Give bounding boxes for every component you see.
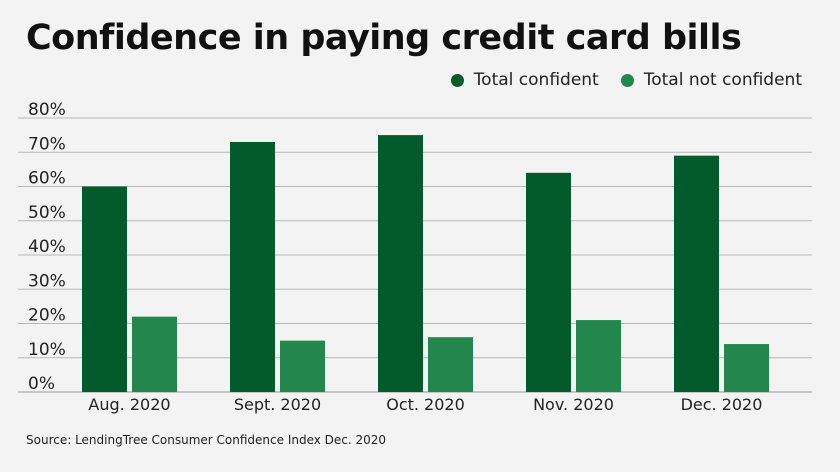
y-tick-label: 60% — [28, 169, 66, 189]
bar-not-confident — [576, 320, 621, 392]
y-tick-label: 0% — [28, 374, 55, 394]
legend-label-not-confident: Total not confident — [643, 70, 802, 90]
y-tick-label: 10% — [28, 340, 66, 360]
y-tick-label: 20% — [28, 306, 66, 326]
x-tick-label: Dec. 2020 — [681, 395, 763, 414]
bar-confident — [230, 141, 275, 392]
y-tick-label: 50% — [28, 203, 66, 223]
bar-confident — [526, 172, 571, 392]
x-tick-label: Nov. 2020 — [533, 395, 614, 414]
bar-confident — [378, 135, 423, 392]
legend-swatch-not-confident — [620, 73, 634, 87]
source-note: Source: LendingTree Consumer Confidence … — [26, 433, 387, 447]
legend-item-not-confident: Total not confident — [620, 70, 802, 90]
y-tick-label: 30% — [28, 271, 66, 291]
bar-not-confident — [428, 337, 473, 392]
chart-title: Confidence in paying credit card bills — [26, 18, 742, 58]
y-tick-label: 80% — [28, 100, 66, 120]
bar-not-confident — [724, 344, 769, 392]
legend-item-confident: Total confident — [450, 70, 599, 90]
bar-confident — [674, 155, 719, 392]
y-tick-label: 70% — [28, 134, 66, 154]
x-tick-label: Oct. 2020 — [386, 395, 465, 414]
legend-label-confident: Total confident — [473, 70, 599, 90]
y-tick-label: 40% — [28, 237, 66, 257]
x-tick-label: Aug. 2020 — [88, 395, 170, 414]
legend-swatch-confident — [450, 73, 464, 87]
bar-confident — [82, 186, 127, 392]
x-tick-label: Sept. 2020 — [234, 395, 321, 414]
bar-not-confident — [280, 340, 325, 392]
bar-not-confident — [132, 316, 177, 392]
legend: Total confident Total not confident — [450, 70, 802, 90]
